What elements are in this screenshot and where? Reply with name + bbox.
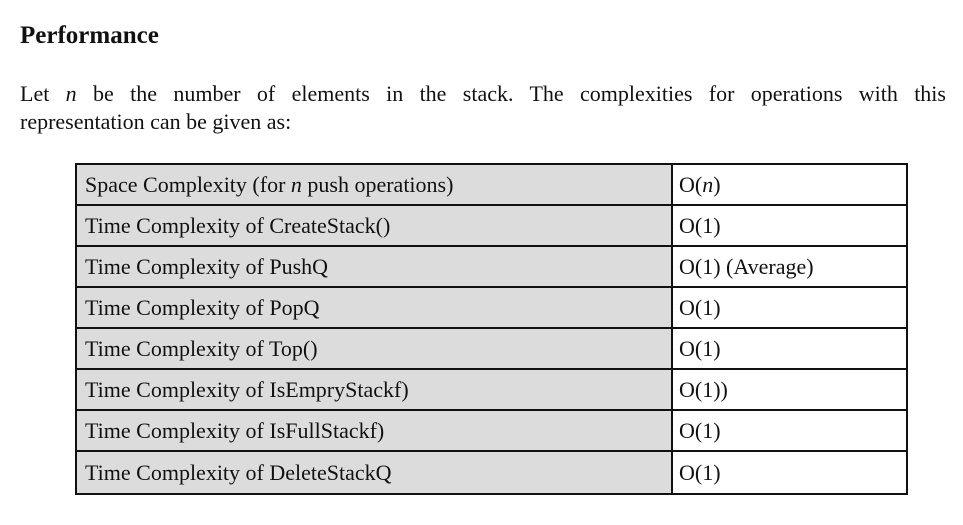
complexity-variable: n <box>702 171 714 197</box>
table-row: Time Complexity of IsEmpryStackf) O(1)) <box>75 368 908 411</box>
operation-cell: Time Complexity of IsFullStackf) <box>75 409 673 452</box>
table-row: Time Complexity of Top() O(1) <box>75 327 908 370</box>
table-row: Space Complexity (for n push operations)… <box>75 163 908 206</box>
operation-variable: n <box>290 171 302 197</box>
complexity-table: Space Complexity (for n push operations)… <box>75 163 908 495</box>
complexity-cell: O(1) (Average) <box>671 245 908 288</box>
complexity-cell: O(1) <box>671 327 908 370</box>
complexity-cell: O(1) <box>671 204 908 247</box>
complexity-cell: O(n) <box>671 163 908 206</box>
complexity-cell: O(1)) <box>671 368 908 411</box>
table-row: Time Complexity of IsFullStackf) O(1) <box>75 409 908 452</box>
table-row: Time Complexity of PopQ O(1) <box>75 286 908 329</box>
complexity-cell: O(1) <box>671 450 908 495</box>
table-row: Time Complexity of PushQ O(1) (Average) <box>75 245 908 288</box>
complexity-text-before: O( <box>679 171 703 197</box>
operation-text-before: Space Complexity (for <box>85 171 291 197</box>
table-row: Time Complexity of CreateStack() O(1) <box>75 204 908 247</box>
intro-line-1: Let n be the number of elements in the s… <box>20 80 946 108</box>
intro-text-before: Let <box>20 81 66 106</box>
intro-text-after: be the number of elements in the stack. … <box>76 81 946 106</box>
intro-line-2: representation can be given as: <box>20 109 292 134</box>
operation-cell: Time Complexity of Top() <box>75 327 673 370</box>
intro-paragraph: Let n be the number of elements in the s… <box>20 80 946 136</box>
complexity-cell: O(1) <box>671 409 908 452</box>
intro-variable: n <box>65 81 77 106</box>
table-row: Time Complexity of DeleteStackQ O(1) <box>75 450 908 495</box>
operation-cell: Time Complexity of DeleteStackQ <box>75 450 673 495</box>
operation-cell: Time Complexity of PopQ <box>75 286 673 329</box>
operation-cell: Time Complexity of CreateStack() <box>75 204 673 247</box>
operation-cell: Time Complexity of PushQ <box>75 245 673 288</box>
section-heading: Performance <box>20 22 159 49</box>
operation-cell: Space Complexity (for n push operations) <box>75 163 673 206</box>
operation-text-after: push operations) <box>301 171 454 197</box>
operation-cell: Time Complexity of IsEmpryStackf) <box>75 368 673 411</box>
complexity-text-after: ) <box>713 171 721 197</box>
complexity-cell: O(1) <box>671 286 908 329</box>
